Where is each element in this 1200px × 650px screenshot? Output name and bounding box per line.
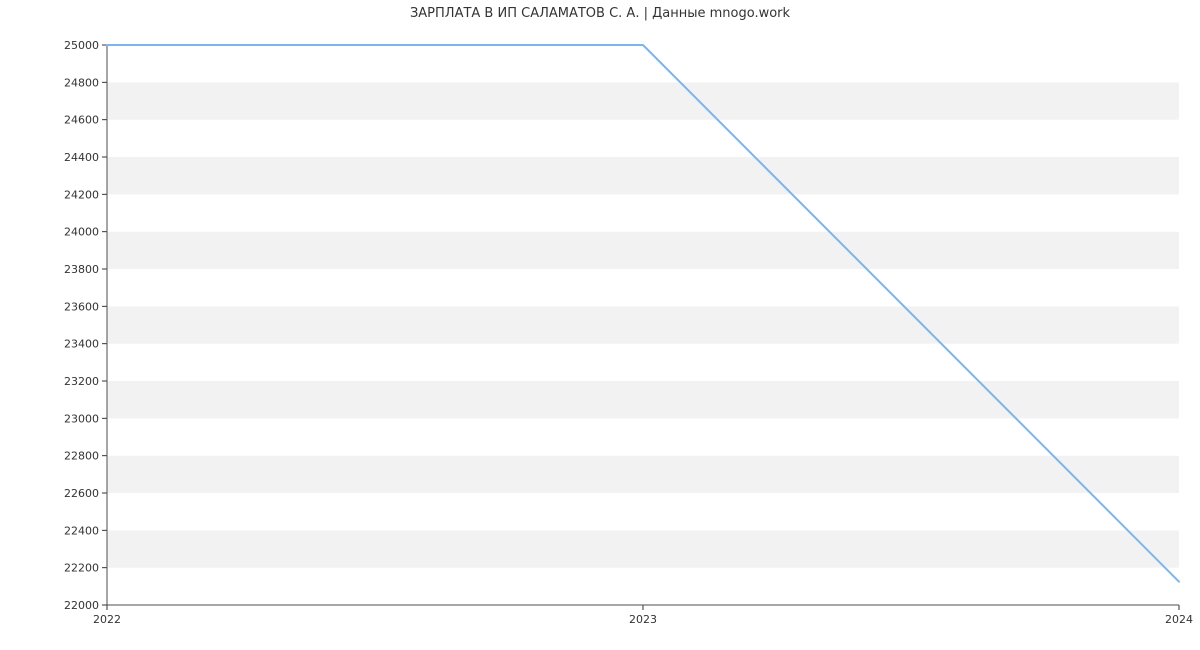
grid-band [107, 568, 1179, 605]
grid-band [107, 530, 1179, 567]
y-tick-label: 22400 [64, 524, 99, 537]
grid-band [107, 344, 1179, 381]
grid-band [107, 418, 1179, 455]
grid-band [107, 45, 1179, 82]
grid-band [107, 232, 1179, 269]
y-tick-label: 22600 [64, 487, 99, 500]
y-tick-label: 22800 [64, 450, 99, 463]
grid-band [107, 306, 1179, 343]
grid-band [107, 120, 1179, 157]
y-tick-label: 22000 [64, 599, 99, 612]
grid-band [107, 82, 1179, 119]
grid-band [107, 194, 1179, 231]
y-tick-label: 24400 [64, 151, 99, 164]
y-tick-label: 23400 [64, 338, 99, 351]
y-tick-label: 24200 [64, 188, 99, 201]
grid-band [107, 493, 1179, 530]
grid-band [107, 269, 1179, 306]
x-tick-label: 2024 [1165, 613, 1193, 626]
y-tick-label: 23200 [64, 375, 99, 388]
grid-band [107, 157, 1179, 194]
y-tick-label: 23000 [64, 412, 99, 425]
x-tick-label: 2023 [629, 613, 657, 626]
y-tick-label: 24800 [64, 76, 99, 89]
grid-band [107, 381, 1179, 418]
y-tick-label: 25000 [64, 39, 99, 52]
x-tick-label: 2022 [93, 613, 121, 626]
y-tick-label: 24600 [64, 114, 99, 127]
y-tick-label: 24000 [64, 226, 99, 239]
grid-band [107, 456, 1179, 493]
y-tick-label: 23600 [64, 300, 99, 313]
y-tick-label: 22200 [64, 562, 99, 575]
chart-svg: 22000 22200 22400 22600 22800 23000 23200 23400… [0, 0, 1200, 650]
y-tick-label: 23800 [64, 263, 99, 276]
salary-line-chart: ЗАРПЛАТА В ИП САЛАМАТОВ С. А. | Данные m… [0, 0, 1200, 650]
